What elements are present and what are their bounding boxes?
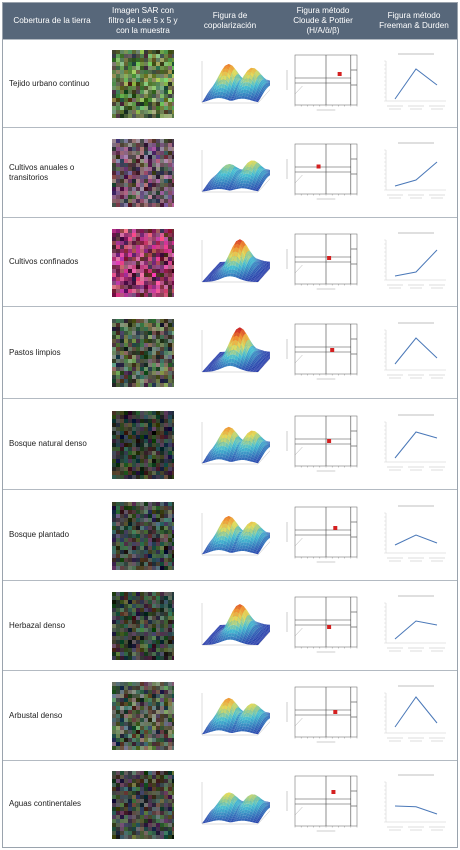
freeman-durden-plot	[384, 774, 446, 830]
freeman-durden-plot	[384, 322, 446, 379]
table-header: Cobertura de la tierra Imagen SAR con fil…	[3, 3, 457, 39]
land-cover-label: Cultivos anuales o transitorios	[9, 162, 75, 182]
cloude-pottier-plot	[286, 233, 358, 289]
header-freeman: Figura método Freeman & Durden	[379, 11, 449, 30]
table-row: Arbustal denso	[3, 670, 457, 760]
sar-image	[112, 319, 174, 387]
copolarization-plot	[201, 603, 270, 646]
header-sar: Imagen SAR con filtro de Lee 5 x 5 y con…	[108, 6, 178, 35]
copolarization-plot	[201, 150, 270, 193]
copolarization-plot	[201, 693, 270, 736]
cloude-pottier-plot	[286, 54, 358, 111]
freeman-durden-plot	[384, 142, 446, 199]
sar-image	[112, 682, 174, 750]
copolarization-plot	[201, 238, 270, 282]
copolarization-plot	[201, 421, 270, 464]
freeman-durden-plot	[384, 505, 446, 561]
header-cloude: Figura método Cloude & Pottier (H/A/ᾱ/β)	[293, 6, 353, 35]
land-cover-label: Cultivos confinados	[9, 257, 79, 266]
freeman-durden-plot	[384, 595, 446, 652]
land-cover-label: Bosque plantado	[9, 530, 70, 539]
table-row: Tejido urbano continuo	[3, 39, 457, 127]
freeman-durden-plot	[384, 232, 446, 288]
cloude-pottier-plot	[286, 323, 358, 380]
copolarization-plot	[201, 781, 270, 824]
table-row: Cultivos anuales o transitorios	[3, 127, 457, 217]
sar-image	[112, 501, 174, 570]
copolarization-plot	[201, 61, 270, 104]
cloude-pottier-plot	[286, 506, 358, 562]
freeman-durden-plot	[384, 685, 446, 742]
land-cover-label: Arbustal denso	[9, 710, 63, 720]
sar-image	[112, 410, 174, 479]
table-row: Aguas continentales	[3, 760, 457, 847]
table-row: Bosque plantado	[3, 489, 457, 580]
cloude-pottier-plot	[286, 775, 358, 831]
freeman-durden-plot	[384, 414, 446, 470]
header-cover: Cobertura de la tierra	[13, 16, 91, 25]
freeman-durden-plot	[384, 53, 446, 110]
land-cover-label: Bosque natural denso	[9, 439, 87, 448]
land-cover-label: Pastos limpios	[9, 347, 61, 357]
table-row: Bosque natural denso	[3, 398, 457, 489]
copolarization-plot	[201, 512, 270, 555]
sar-image	[112, 139, 174, 207]
land-cover-label: Aguas continentales	[9, 799, 82, 808]
cloude-pottier-plot	[286, 686, 358, 743]
table-row: Pastos limpios	[3, 306, 457, 398]
table-row: Cultivos confinados	[3, 217, 457, 306]
cloude-pottier-plot	[286, 415, 358, 471]
table-row: Herbazal denso	[3, 580, 457, 670]
land-cover-label: Tejido urbano continuo	[9, 78, 90, 88]
header-copol: Figura de copolarización	[203, 11, 257, 30]
cloude-pottier-plot	[286, 143, 358, 200]
cloude-pottier-plot	[286, 596, 358, 653]
sar-image	[112, 592, 174, 660]
land-cover-label: Herbazal denso	[9, 620, 66, 630]
sar-image	[112, 770, 174, 839]
sar-image	[112, 50, 174, 118]
copolarization-plot	[201, 327, 270, 373]
sar-image	[112, 228, 174, 297]
